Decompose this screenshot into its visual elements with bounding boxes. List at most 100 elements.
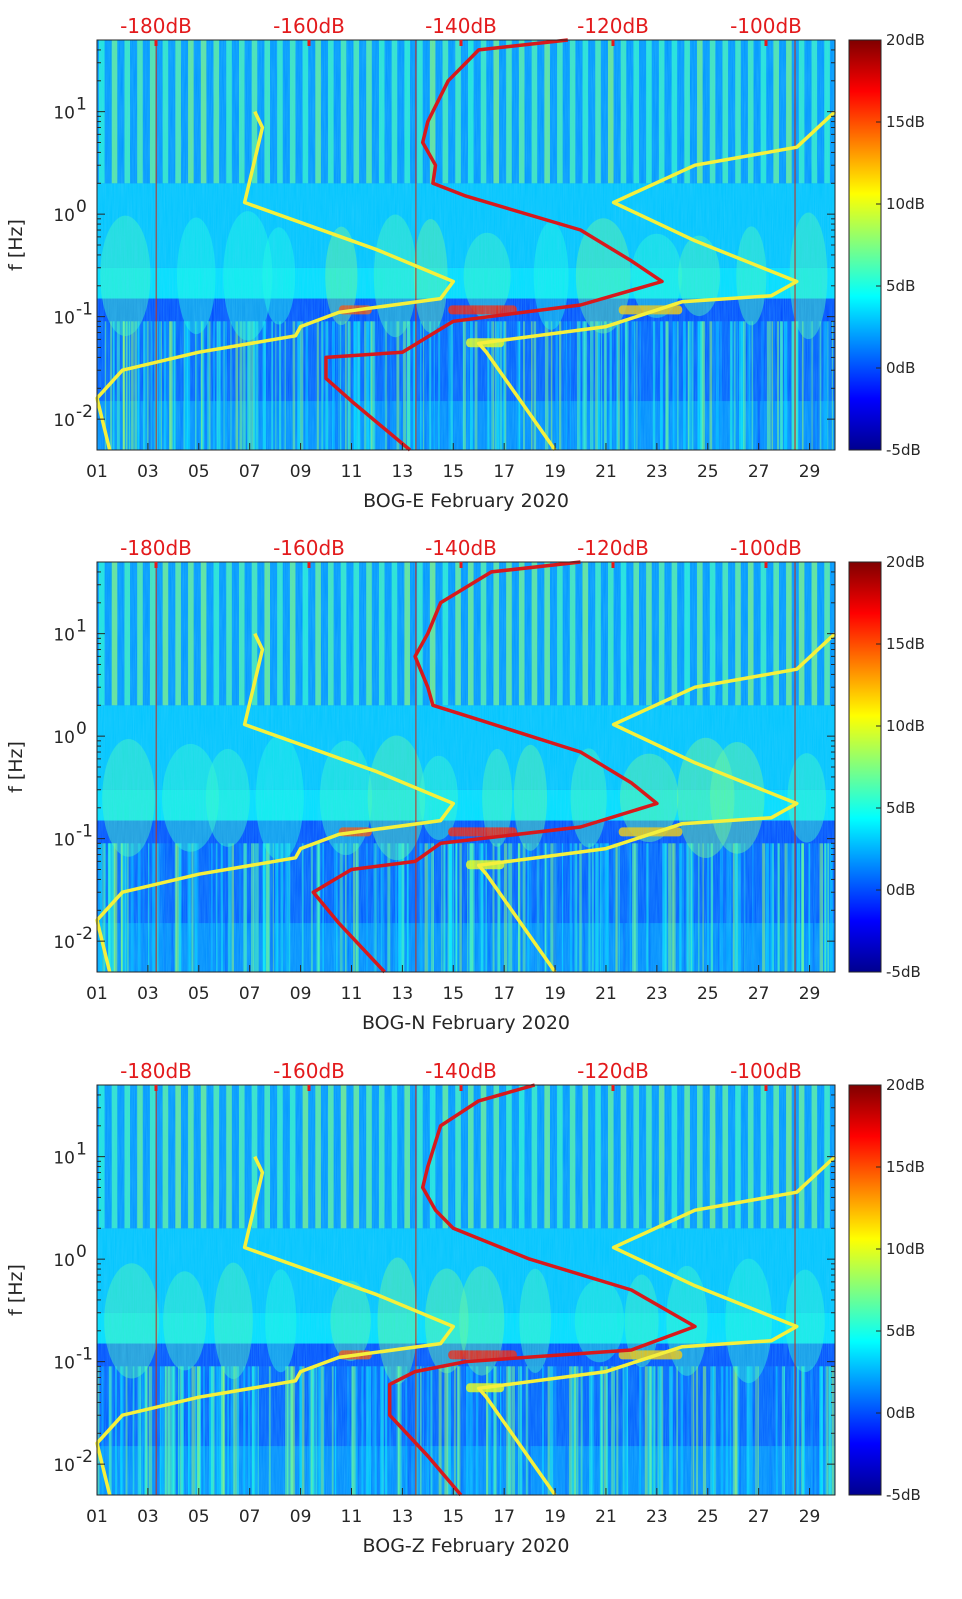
y-tick-exponent: -2 [76, 402, 93, 422]
y-tick-label: 10 [53, 1354, 75, 1374]
x-tick-label: 01 [86, 462, 108, 482]
y-tick-exponent: 1 [76, 95, 87, 115]
x-tick-label: 07 [239, 1507, 261, 1527]
top-db-tick-label: -160dB [273, 14, 345, 38]
top-db-tick-label: -120dB [577, 536, 649, 560]
top-db-tick-label: -180dB [120, 1059, 192, 1083]
colorbar: 20dB 15dB 10dB 5dB 0dB -5dB [848, 31, 925, 459]
y-tick-label: 10 [53, 1456, 75, 1476]
colorbar-tick-label: 5dB [886, 799, 915, 817]
spectrogram [97, 1085, 835, 1495]
x-tick-label: 27 [748, 984, 770, 1004]
y-tick-label: 10 [53, 1251, 75, 1271]
colorbar-tick-label: 15dB [886, 1158, 925, 1176]
y-tick-label: 10 [53, 831, 75, 851]
top-db-tick-label: -100dB [730, 1059, 802, 1083]
y-tick-label: 10 [53, 1149, 75, 1169]
x-tick-label: 11 [341, 984, 363, 1004]
y-tick-exponent: 1 [76, 1140, 87, 1160]
colorbar-tick-label: 10dB [886, 717, 925, 735]
x-tick-label: 25 [697, 462, 719, 482]
top-db-tick-label: -160dB [273, 536, 345, 560]
top-db-tick-label: -120dB [577, 14, 649, 38]
spectrogram [97, 40, 835, 450]
high-noise-model-line [476, 1155, 837, 1497]
x-tick-label: 25 [697, 984, 719, 1004]
median-psd-line [311, 560, 659, 974]
y-axis-label: f [Hz] [5, 219, 27, 271]
x-tick-label: 03 [137, 462, 159, 482]
y-tick-label: 10 [53, 728, 75, 748]
x-axis-label: BOG-E February 2020 [363, 490, 569, 512]
x-tick-label: 19 [544, 984, 566, 1004]
high-noise-model-line [476, 632, 837, 974]
x-tick-label: 11 [341, 1507, 363, 1527]
high-noise-model-line [476, 110, 837, 452]
colorbar-tick-label: 20dB [886, 553, 925, 571]
colorbar-tick-label: -5dB [886, 963, 921, 981]
x-tick-label: 15 [442, 462, 464, 482]
colorbar-tick-label: 20dB [886, 1076, 925, 1094]
low-noise-model-line [95, 632, 456, 973]
y-tick-exponent: -1 [76, 822, 93, 842]
top-db-tick-label: -160dB [273, 1059, 345, 1083]
colorbar-tick-label: -5dB [886, 1486, 921, 1504]
x-tick-label: 21 [595, 1507, 617, 1527]
x-tick-label: 09 [290, 1507, 312, 1527]
x-tick-label: 29 [799, 462, 821, 482]
x-tick-label: 13 [392, 984, 414, 1004]
colorbar-tick-label: 15dB [886, 113, 925, 131]
x-tick-label: 11 [341, 462, 363, 482]
x-tick-label: 17 [493, 1507, 515, 1527]
x-tick-label: 05 [188, 1507, 210, 1527]
colorbar-tick-label: -5dB [886, 441, 921, 459]
y-axis-label: f [Hz] [5, 741, 27, 793]
x-axis-label: BOG-N February 2020 [362, 1012, 570, 1034]
x-tick-label: 23 [646, 984, 668, 1004]
colorbar-tick-label: 5dB [886, 277, 915, 295]
y-axis-label: f [Hz] [5, 1264, 27, 1316]
y-tick-exponent: -2 [76, 1447, 93, 1467]
x-tick-label: 13 [392, 462, 414, 482]
colorbar-tick-label: 20dB [886, 31, 925, 49]
spectrogram [97, 562, 835, 972]
median-psd-line [387, 1083, 697, 1497]
x-tick-label: 25 [697, 1507, 719, 1527]
x-tick-label: 07 [239, 984, 261, 1004]
top-db-tick-label: -180dB [120, 536, 192, 560]
low-noise-model-line [95, 110, 456, 451]
x-tick-label: 27 [748, 462, 770, 482]
x-tick-label: 07 [239, 462, 261, 482]
y-tick-label: 10 [53, 206, 75, 226]
x-tick-label: 13 [392, 1507, 414, 1527]
colorbar-tick-label: 15dB [886, 635, 925, 653]
x-tick-label: 01 [86, 1507, 108, 1527]
x-axis-label: BOG-Z February 2020 [363, 1535, 570, 1557]
low-noise-model-line [95, 1155, 456, 1496]
colorbar-tick-label: 0dB [886, 881, 915, 899]
y-tick-exponent: -1 [76, 1345, 93, 1365]
colorbar: 20dB 15dB 10dB 5dB 0dB -5dB [848, 1076, 925, 1504]
y-tick-label: 10 [53, 626, 75, 646]
y-tick-exponent: 0 [76, 197, 87, 217]
y-tick-exponent: 0 [76, 1242, 87, 1262]
y-tick-label: 10 [53, 411, 75, 431]
x-tick-label: 21 [595, 462, 617, 482]
x-tick-label: 09 [290, 462, 312, 482]
x-tick-label: 15 [442, 1507, 464, 1527]
top-db-tick-label: -140dB [425, 14, 497, 38]
colorbar-tick-label: 10dB [886, 195, 925, 213]
x-tick-label: 17 [493, 984, 515, 1004]
x-tick-label: 01 [86, 984, 108, 1004]
y-tick-exponent: 1 [76, 617, 87, 637]
colorbar-tick-label: 0dB [886, 359, 915, 377]
x-tick-label: 23 [646, 462, 668, 482]
y-tick-label: 10 [53, 933, 75, 953]
colorbar-tick-label: 0dB [886, 1404, 915, 1422]
y-tick-label: 10 [53, 104, 75, 124]
x-tick-label: 19 [544, 462, 566, 482]
